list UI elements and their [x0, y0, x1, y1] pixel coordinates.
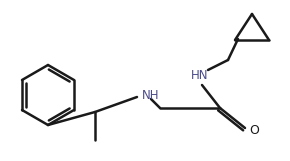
Text: O: O [249, 123, 259, 137]
Text: HN: HN [191, 68, 209, 81]
Text: NH: NH [142, 89, 160, 101]
